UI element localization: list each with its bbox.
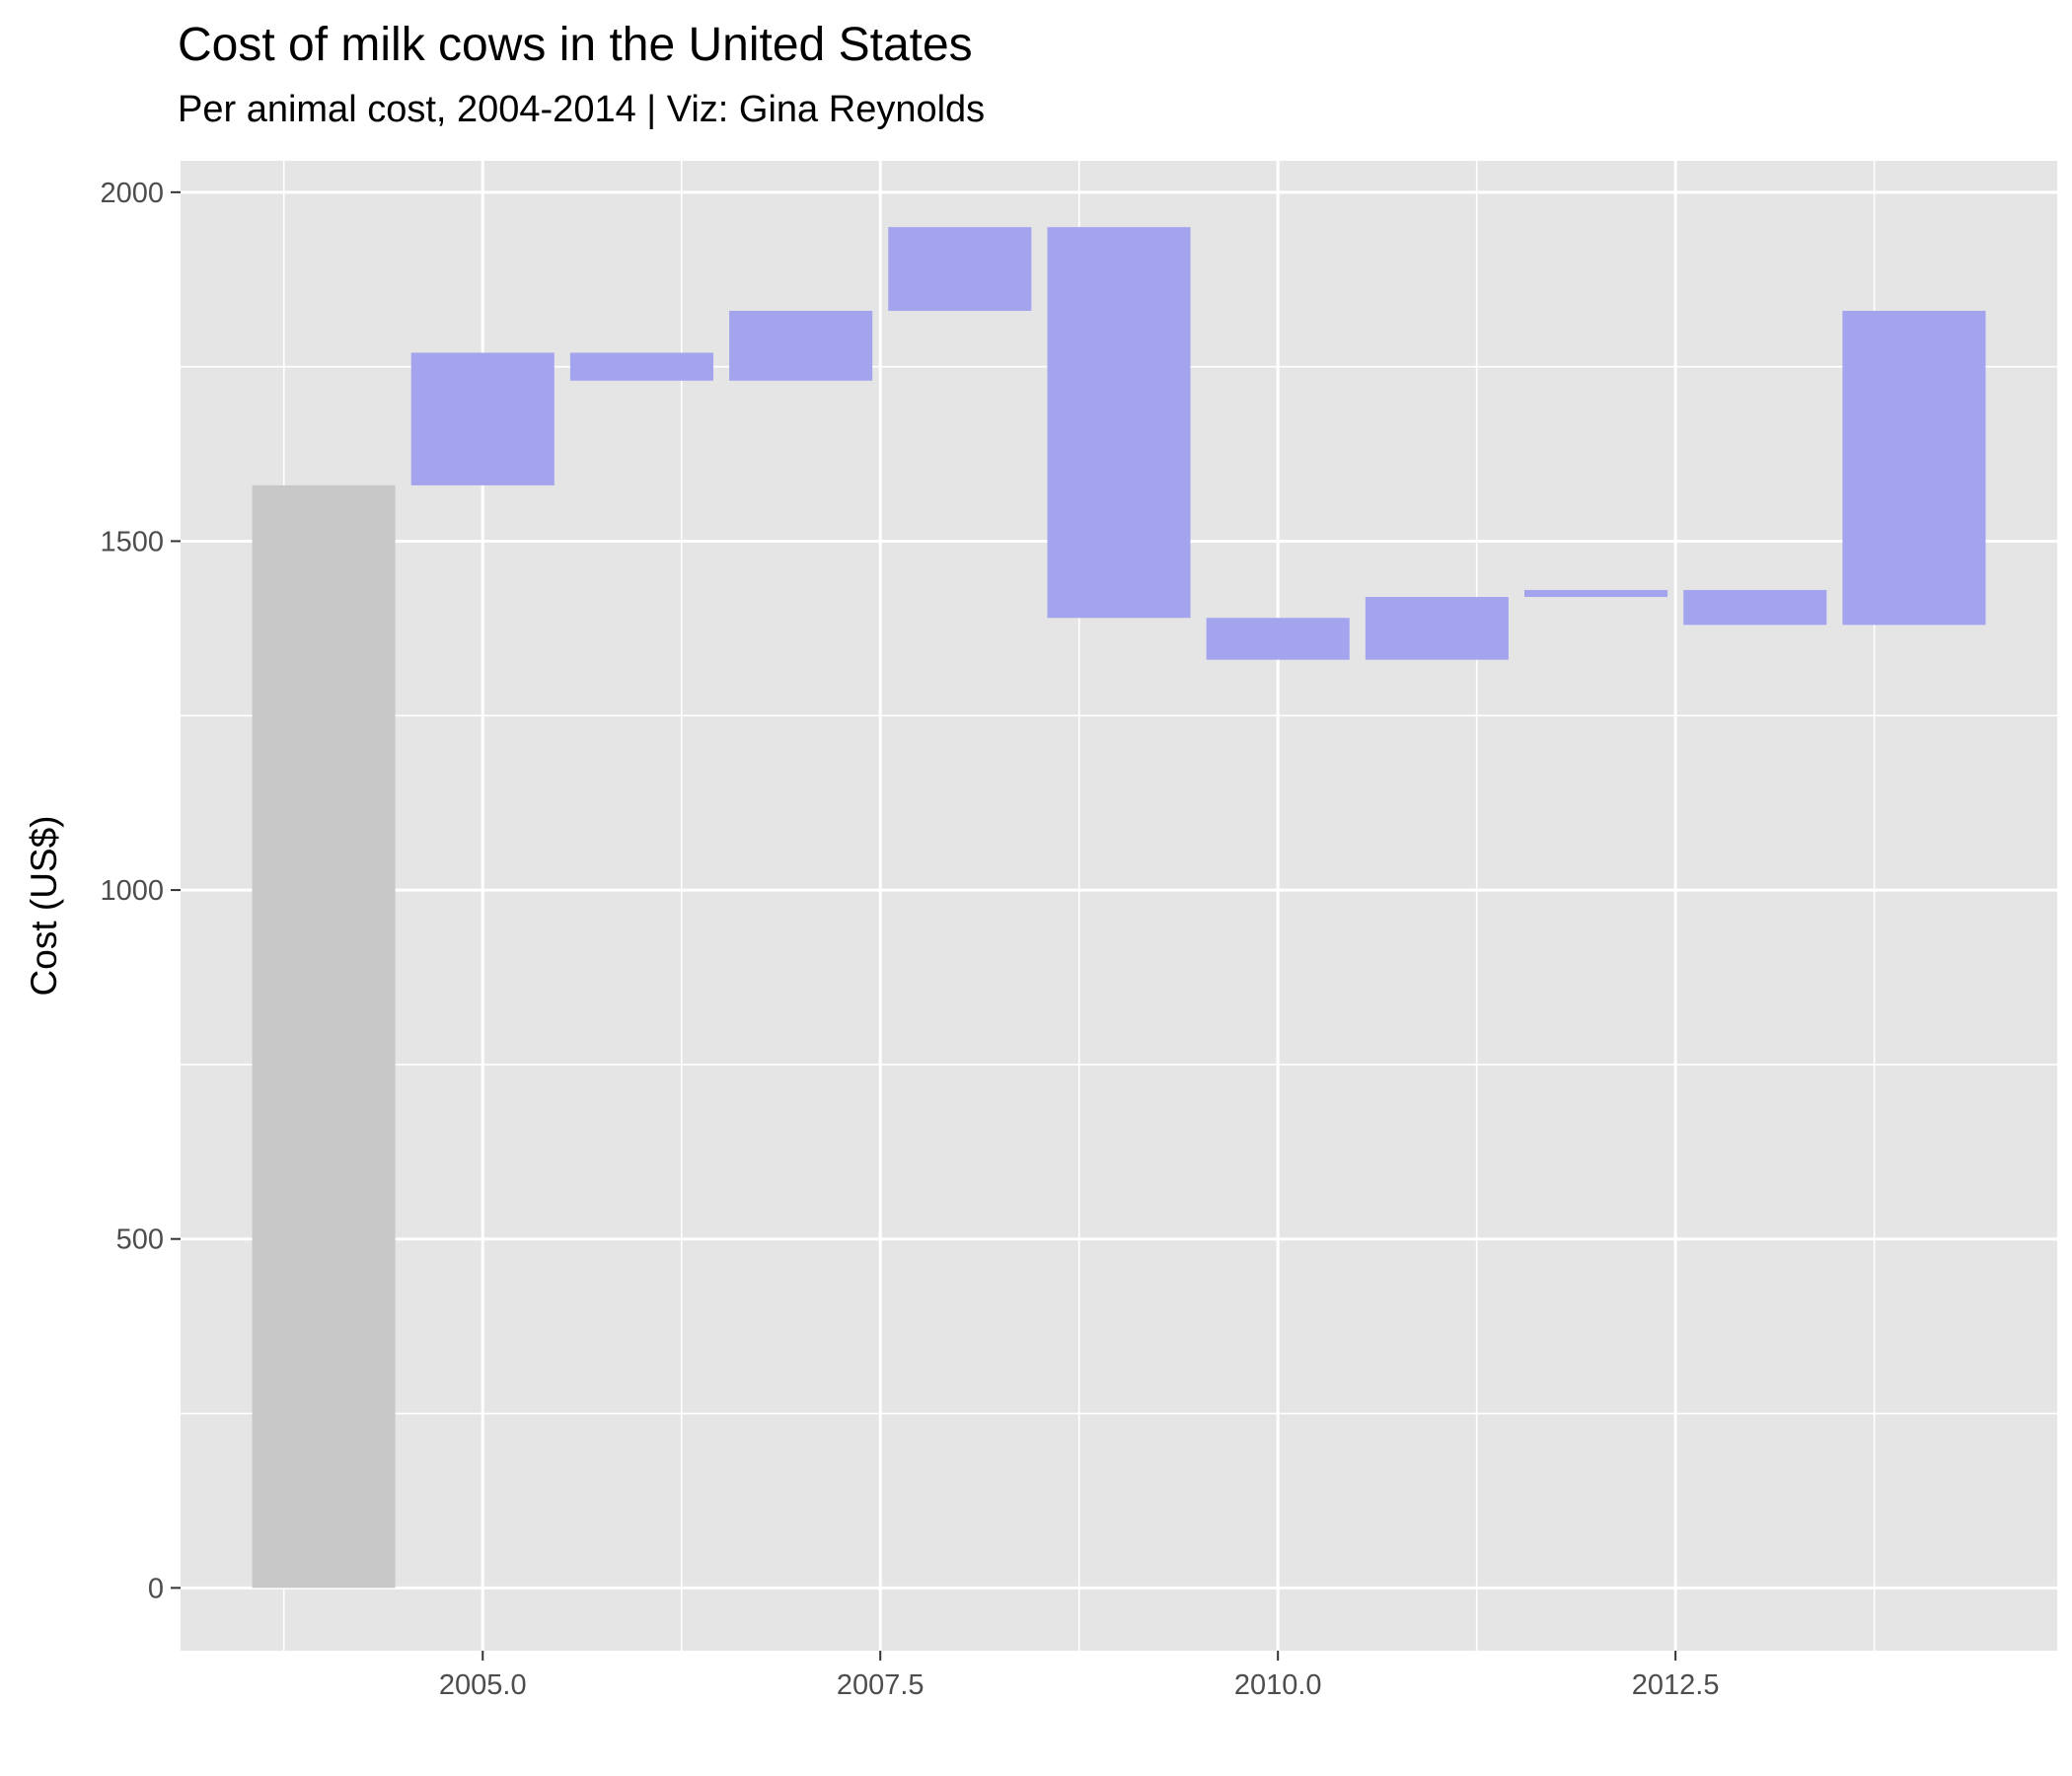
axis-ticks (171, 190, 1677, 1661)
y-tick-labels: 0 500 1000 1500 2000 (100, 178, 164, 1605)
y-tick-label: 1500 (100, 526, 164, 557)
change-bar (1842, 311, 1986, 626)
x-tick-label: 2010.0 (1234, 1669, 1322, 1701)
change-bar (410, 352, 555, 485)
y-tick-label: 2000 (100, 178, 164, 209)
x-tick-label: 2007.5 (837, 1669, 925, 1701)
waterfall-bars (252, 227, 1986, 1589)
y-tick-label: 500 (116, 1224, 164, 1256)
x-tick-label: 2012.5 (1632, 1669, 1720, 1701)
base-bar (252, 484, 396, 1589)
change-bar (569, 352, 713, 381)
change-bar (1206, 618, 1350, 660)
chart-title: Cost of milk cows in the United States (178, 19, 973, 71)
change-bar (1365, 597, 1509, 660)
y-tick-label: 1000 (100, 875, 164, 907)
y-axis-title: Cost (US$) (24, 816, 64, 997)
chart-subtitle: Per animal cost, 2004-2014 | Viz: Gina R… (178, 89, 986, 130)
change-bar (1047, 227, 1191, 619)
change-bar (729, 311, 873, 381)
x-tick-labels: 2005.0 2007.5 2010.0 2012.5 (439, 1669, 1720, 1701)
y-tick-label: 0 (148, 1573, 164, 1604)
change-bar (1683, 589, 1827, 626)
change-bar (888, 227, 1032, 312)
change-bar (1524, 589, 1668, 598)
x-tick-label: 2005.0 (439, 1669, 527, 1701)
